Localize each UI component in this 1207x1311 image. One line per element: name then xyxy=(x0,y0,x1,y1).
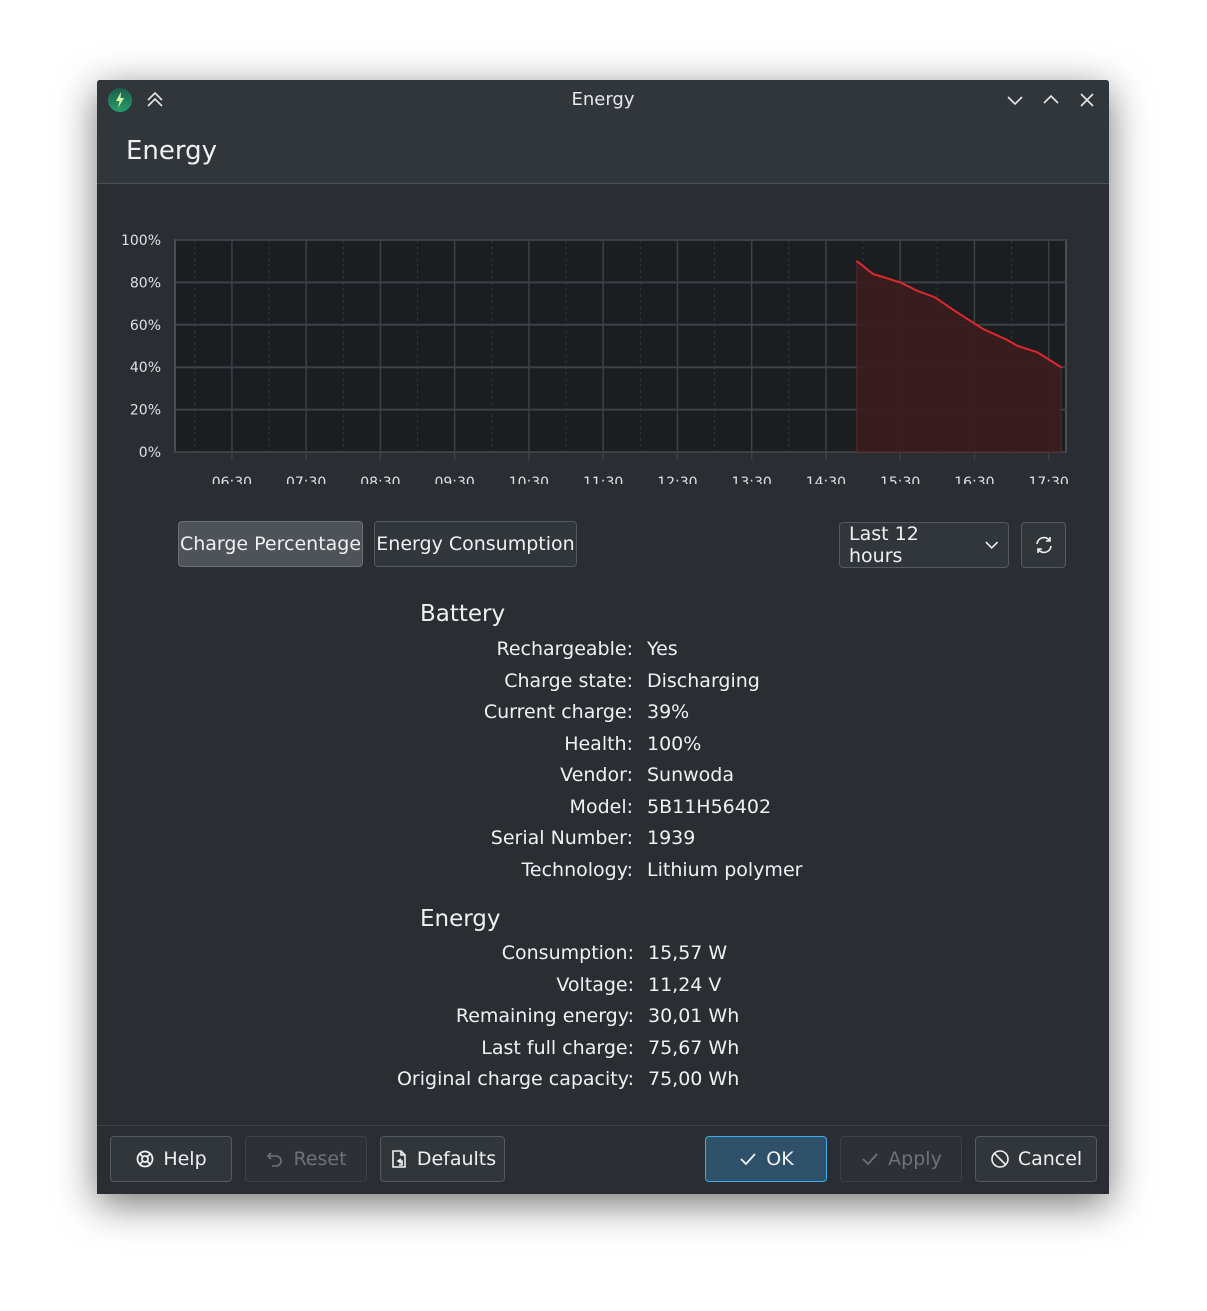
x-tick-label: 09:30 xyxy=(434,475,474,484)
title-bar: Energy xyxy=(97,80,1109,120)
minimize-icon[interactable] xyxy=(1003,88,1027,112)
x-tick-label: 13:30 xyxy=(731,475,771,484)
time-range-select[interactable]: Last 12 hours xyxy=(839,522,1009,568)
data-point xyxy=(856,260,858,262)
data-point xyxy=(1005,338,1008,341)
data-point xyxy=(916,290,919,292)
data-point xyxy=(1036,351,1039,354)
battery-value: Yes xyxy=(647,638,678,660)
cancel-icon xyxy=(991,1150,1009,1168)
checkmark-icon xyxy=(862,1153,878,1166)
maximize-icon[interactable] xyxy=(1039,88,1063,112)
energy-label: Original charge capacity: xyxy=(396,1068,634,1090)
battery-value: Lithium polymer xyxy=(647,858,803,881)
data-point xyxy=(982,328,984,330)
battery-value: Sunwoda xyxy=(647,764,735,786)
tab-label: Charge Percentage xyxy=(179,533,362,555)
battery-value: 1939 xyxy=(647,827,696,849)
x-tick-label: 08:30 xyxy=(360,475,400,484)
chevron-down-icon xyxy=(984,541,998,550)
tab-energy-consumption[interactable]: Energy Consumption xyxy=(374,521,577,567)
document-revert-icon xyxy=(392,1150,406,1168)
energy-value: 75,67 Wh xyxy=(648,1036,740,1059)
data-point xyxy=(1016,345,1019,347)
reset-button[interactable]: Reset xyxy=(245,1136,367,1182)
ok-label: OK xyxy=(766,1148,794,1170)
battery-label: Serial Number: xyxy=(490,827,633,849)
battery-label: Charge state: xyxy=(504,669,633,692)
x-tick-label: 16:30 xyxy=(954,475,994,484)
energy-value: 11,24 V xyxy=(648,973,722,996)
x-tick-label: 12:30 xyxy=(657,475,697,484)
battery-label: Current charge: xyxy=(483,701,633,723)
x-tick-label: 15:30 xyxy=(880,475,920,484)
apply-label: Apply xyxy=(888,1148,942,1170)
energy-label: Remaining energy: xyxy=(455,1005,634,1027)
checkmark-icon xyxy=(740,1153,756,1166)
help-lifebuoy-icon xyxy=(136,1150,154,1168)
battery-value: 100% xyxy=(647,732,702,755)
time-range-value: Last 12 hours xyxy=(849,523,919,567)
data-point xyxy=(952,309,955,311)
x-tick-label: 17:30 xyxy=(1028,475,1068,484)
energy-label: Last full charge: xyxy=(481,1036,634,1059)
refresh-button[interactable] xyxy=(1021,522,1066,568)
energy-value: 15,57 W xyxy=(648,942,728,964)
battery-value: 5B11H56402 xyxy=(647,795,772,818)
series-line xyxy=(856,260,1062,369)
y-tick-label: 60% xyxy=(130,318,161,334)
x-tick-label: 06:30 xyxy=(212,475,252,484)
data-point xyxy=(872,273,874,275)
battery-value: Discharging xyxy=(647,669,760,692)
y-tick-label: 40% xyxy=(130,360,161,376)
cancel-label: Cancel xyxy=(1017,1148,1083,1170)
keep-above-icon[interactable] xyxy=(143,88,167,112)
ok-button[interactable]: OK xyxy=(705,1136,827,1182)
help-label: Help xyxy=(163,1148,207,1170)
dialog-footer: Help Reset Defaults OK Apply Cancel xyxy=(97,1125,1109,1194)
refresh-icon xyxy=(1035,536,1052,554)
undo-icon xyxy=(267,1152,283,1167)
defaults-button[interactable]: Defaults xyxy=(380,1136,505,1182)
apply-button[interactable]: Apply xyxy=(840,1136,962,1182)
energy-value: 30,01 Wh xyxy=(648,1005,740,1027)
energy-label: Voltage: xyxy=(556,973,634,996)
battery-value: 39% xyxy=(647,701,690,723)
energy-label: Consumption: xyxy=(501,942,634,964)
battery-label: Technology: xyxy=(521,858,633,881)
window-title: Energy xyxy=(571,89,635,110)
close-icon[interactable] xyxy=(1075,88,1099,112)
tab-label: Energy Consumption xyxy=(376,533,575,555)
energy-window: Energy Energy 06:30 07:30 08:30 09:30 10:30 1… xyxy=(97,80,1109,1194)
energy-section-title: Energy xyxy=(420,906,501,932)
y-tick-label: 0% xyxy=(139,445,161,461)
tab-charge-percentage[interactable]: Charge Percentage xyxy=(178,521,363,567)
reset-label: Reset xyxy=(293,1148,347,1170)
y-tick-label: 20% xyxy=(130,403,161,419)
page-title: Energy xyxy=(126,136,218,166)
energy-app-icon xyxy=(108,88,132,112)
battery-section-title: Battery xyxy=(420,601,506,627)
battery-label: Rechargeable: xyxy=(496,638,633,660)
x-tick-label: 07:30 xyxy=(286,475,326,484)
y-tick-label: 100% xyxy=(121,233,161,249)
data-point xyxy=(1060,366,1062,368)
data-point xyxy=(899,281,901,284)
battery-label: Vendor: xyxy=(560,764,633,786)
cancel-button[interactable]: Cancel xyxy=(975,1136,1097,1182)
data-point xyxy=(934,296,936,299)
battery-label: Model: xyxy=(569,795,633,818)
energy-value: 75,00 Wh xyxy=(648,1068,740,1090)
x-tick-label: 10:30 xyxy=(509,475,549,484)
y-tick-label: 80% xyxy=(130,275,161,291)
x-tick-label: 11:30 xyxy=(583,475,623,484)
data-point xyxy=(972,321,974,324)
charge-history-chart: 06:30 07:30 08:30 09:30 10:30 11:30 12:30 13:30… xyxy=(121,233,1069,484)
help-button[interactable]: Help xyxy=(110,1136,232,1182)
battery-label: Health: xyxy=(564,732,633,755)
page-header: Energy xyxy=(97,120,1109,184)
defaults-label: Defaults xyxy=(416,1148,497,1170)
x-tick-label: 14:30 xyxy=(806,475,846,484)
